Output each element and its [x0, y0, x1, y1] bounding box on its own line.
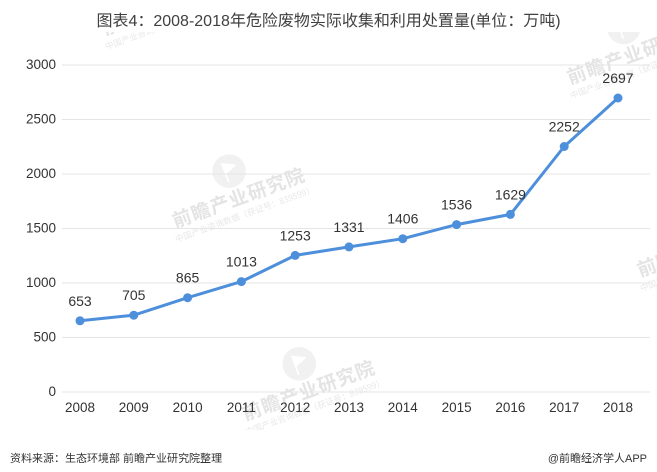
svg-text:2012: 2012	[280, 400, 310, 415]
svg-text:2009: 2009	[119, 400, 149, 415]
svg-text:500: 500	[33, 330, 56, 345]
svg-text:2013: 2013	[334, 400, 364, 415]
svg-text:2018: 2018	[603, 400, 633, 415]
svg-text:2011: 2011	[227, 400, 256, 415]
svg-text:865: 865	[176, 270, 200, 286]
svg-text:1000: 1000	[26, 275, 56, 290]
svg-text:2010: 2010	[173, 400, 203, 415]
svg-text:2016: 2016	[495, 400, 525, 415]
svg-text:1331: 1331	[333, 219, 364, 235]
svg-text:2000: 2000	[26, 166, 56, 181]
svg-text:2017: 2017	[549, 400, 579, 415]
svg-text:2015: 2015	[442, 400, 472, 415]
svg-text:1629: 1629	[495, 186, 526, 202]
svg-text:3000: 3000	[26, 57, 56, 72]
svg-text:2697: 2697	[602, 70, 633, 86]
svg-text:705: 705	[122, 287, 146, 303]
svg-text:2252: 2252	[549, 119, 580, 135]
svg-text:0: 0	[48, 384, 56, 399]
svg-text:653: 653	[68, 293, 92, 309]
svg-text:2500: 2500	[26, 112, 56, 127]
svg-text:2008: 2008	[65, 400, 95, 415]
svg-text:1500: 1500	[26, 221, 56, 236]
svg-text:1013: 1013	[226, 254, 257, 270]
svg-text:1536: 1536	[441, 197, 472, 213]
svg-text:1253: 1253	[280, 227, 311, 243]
svg-text:2014: 2014	[388, 400, 419, 415]
svg-text:1406: 1406	[387, 211, 418, 227]
